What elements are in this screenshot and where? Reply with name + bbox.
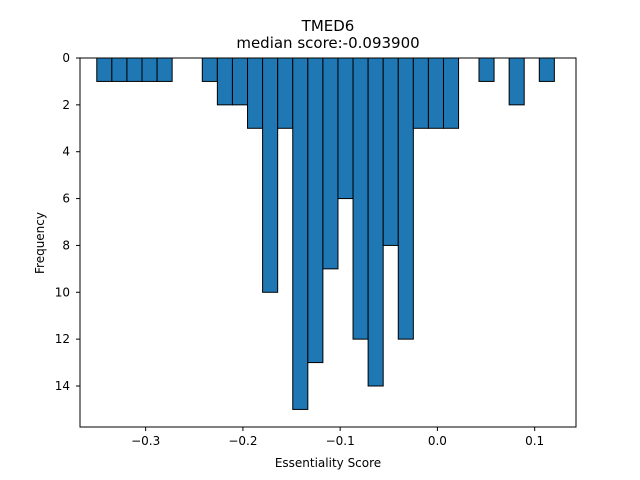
histogram-bar xyxy=(292,57,309,410)
y-tick-label: 0 xyxy=(62,51,70,65)
histogram-bar xyxy=(247,57,264,129)
y-axis: 0 2 4 6 8 10 12 14 xyxy=(55,51,80,393)
histogram-bar xyxy=(277,57,294,129)
x-axis: −0.3 −0.2 −0.1 0.0 0.1 xyxy=(131,427,544,448)
plot-frame xyxy=(79,57,577,428)
histogram-bar xyxy=(126,57,143,82)
y-tick-label: 2 xyxy=(62,98,70,112)
histogram-bar xyxy=(322,57,339,270)
x-tick-label: 0.1 xyxy=(525,434,544,448)
y-tick-label: 6 xyxy=(62,192,70,206)
x-tick-label: −0.2 xyxy=(228,434,257,448)
histogram-bar xyxy=(231,57,249,106)
histogram-bar xyxy=(96,57,113,82)
histogram-bar xyxy=(538,57,555,82)
histogram-bar xyxy=(111,57,128,82)
histogram-bar xyxy=(307,57,324,364)
y-tick-label: 10 xyxy=(55,285,70,299)
x-tick-label: −0.3 xyxy=(131,434,160,448)
y-tick-label: 14 xyxy=(55,379,70,393)
histogram-bar xyxy=(337,57,354,200)
histogram-bar xyxy=(427,57,444,129)
x-axis-label: Essentiality Score xyxy=(275,456,381,470)
x-tick-label: −0.1 xyxy=(326,434,355,448)
histogram-bar xyxy=(478,57,495,82)
bars-group xyxy=(96,57,555,410)
x-tick-label: 0.0 xyxy=(428,434,447,448)
histogram-bar xyxy=(382,57,399,246)
histogram-bar xyxy=(367,57,384,387)
histogram-bar xyxy=(201,57,218,82)
histogram-bar xyxy=(262,57,279,293)
histogram-bar xyxy=(156,57,173,82)
y-tick-label: 4 xyxy=(62,145,70,159)
chart-subtitle: median score:-0.093900 xyxy=(236,34,419,52)
histogram-bar xyxy=(216,57,233,106)
y-tick-label: 12 xyxy=(55,332,70,346)
histogram-bar xyxy=(397,57,414,340)
histogram-bar xyxy=(442,57,460,129)
y-tick-label: 8 xyxy=(62,238,70,252)
histogram-bar xyxy=(412,57,429,129)
y-axis-label: Frequency xyxy=(33,212,47,274)
histogram-bar xyxy=(352,57,369,340)
histogram-bar xyxy=(141,57,158,82)
histogram-bar xyxy=(508,57,525,106)
chart-title: TMED6 xyxy=(301,17,355,35)
